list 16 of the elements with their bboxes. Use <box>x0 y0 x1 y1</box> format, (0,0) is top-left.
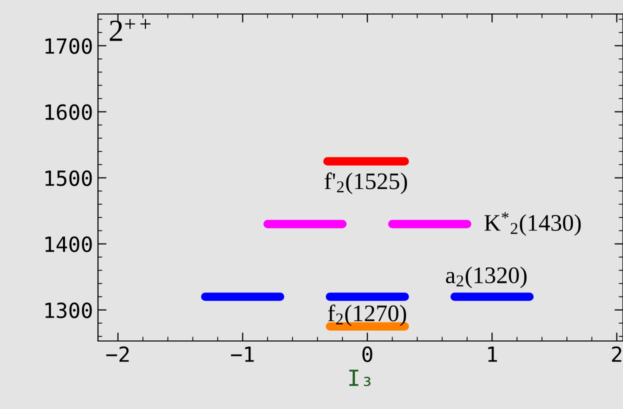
y-tick-label: 1500 <box>45 170 92 186</box>
x-axis-title: I₃ <box>349 370 371 386</box>
y-tick-label: 1700 <box>45 38 92 54</box>
series-label: K$^{*}$$_{2}$(1430) <box>484 212 581 236</box>
x-tick-label: 2 <box>612 346 622 362</box>
y-tick-label: 1400 <box>45 236 92 252</box>
series-label: a$_{2}$(1320) <box>446 266 527 288</box>
annotation: 2$^{++}$ <box>110 18 150 41</box>
series-label: f$_{2}$(1270) <box>328 304 406 326</box>
x-tick-label: 0 <box>362 346 372 362</box>
series-label: f'$_{2}$(1525) <box>324 172 407 194</box>
x-tick-label: −2 <box>106 346 129 362</box>
y-tick-label: 1600 <box>45 104 92 120</box>
x-tick-label: −1 <box>231 346 254 362</box>
y-tick-label: 1300 <box>45 302 92 318</box>
x-tick-label: 1 <box>488 346 497 362</box>
